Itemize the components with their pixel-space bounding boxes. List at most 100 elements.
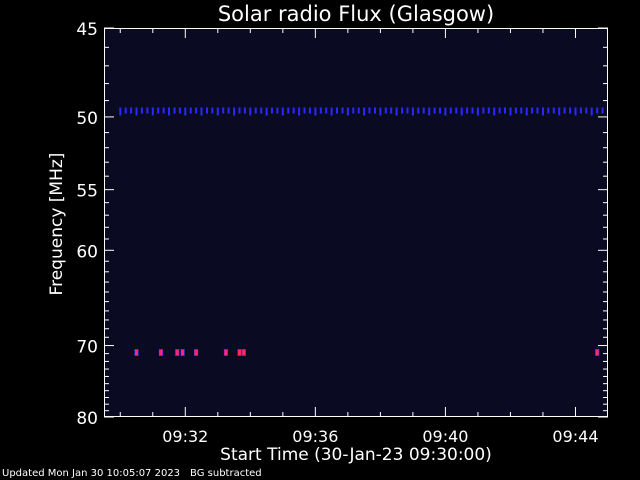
burst-spot [238, 350, 241, 355]
band-mark [569, 107, 572, 114]
band-mark [298, 107, 301, 116]
band-mark [238, 107, 241, 114]
band-mark [265, 107, 268, 116]
band-mark [325, 107, 328, 114]
band-mark [281, 107, 284, 116]
band-mark [222, 107, 225, 114]
band-mark [455, 107, 458, 114]
band-mark [579, 107, 582, 114]
band-mark [422, 107, 425, 114]
burst-spot [181, 350, 185, 355]
band-mark [184, 107, 187, 116]
band-mark [168, 107, 170, 116]
bg-subtracted-note: BG subtracted [190, 468, 262, 479]
band-mark [195, 107, 198, 114]
band-mark [130, 107, 133, 114]
band-mark [260, 107, 263, 114]
band-mark [303, 107, 306, 114]
band-mark [243, 107, 246, 114]
band-mark [395, 107, 398, 116]
band-mark [449, 107, 452, 114]
y-axis: 45 50 55 60 70 80 [76, 20, 608, 429]
x-tick-label: 09:40 [422, 427, 468, 446]
band-mark [151, 107, 154, 116]
band-mark [119, 107, 122, 116]
band-mark [292, 107, 295, 114]
band-mark [379, 107, 382, 116]
band-mark [178, 107, 181, 114]
burst-spot [175, 350, 179, 355]
band-mark [249, 107, 252, 116]
band-mark [574, 107, 577, 116]
plot-frame [104, 28, 608, 417]
band-mark [390, 107, 393, 114]
band-mark [558, 107, 561, 116]
y-tick-label: 45 [76, 20, 98, 40]
band-mark [444, 107, 447, 116]
band-mark [542, 107, 544, 116]
band-mark [531, 107, 534, 114]
update-timestamp: Updated Mon Jan 30 10:05:07 2023 [2, 468, 181, 479]
y-tick-label: 80 [76, 409, 98, 429]
band-mark [374, 107, 376, 114]
band-mark [601, 107, 604, 114]
band-mark [216, 107, 219, 116]
y-tick-label: 70 [76, 338, 98, 358]
band-mark [319, 107, 322, 114]
band-mark [254, 107, 257, 114]
band-mark [547, 107, 550, 114]
y-tick-label: 60 [76, 242, 98, 262]
band-mark [433, 107, 436, 114]
band-mark [368, 107, 371, 114]
band-mark [135, 107, 138, 116]
band-mark [498, 107, 501, 114]
band-mark [276, 107, 279, 114]
chart-title: Solar radio Flux (Glasgow) [217, 2, 495, 26]
band-mark [227, 107, 230, 114]
band-mark [493, 107, 496, 116]
band-mark [352, 107, 355, 114]
band-mark [287, 107, 290, 114]
y-axis-label: Frequency [MHz] [47, 152, 67, 296]
band-mark [308, 107, 311, 114]
x-tick-label: 09:36 [292, 427, 338, 446]
band-mark [504, 107, 506, 114]
band-mark [384, 107, 387, 114]
plot-area [104, 28, 608, 417]
band-mark [200, 107, 203, 116]
y-tick-label: 50 [76, 109, 98, 129]
footer: Updated Mon Jan 30 10:05:07 2023 BG subtr… [2, 468, 262, 479]
band-mark [341, 107, 344, 114]
band-mark [314, 107, 317, 116]
band-mark [428, 107, 431, 116]
band-mark [563, 107, 566, 114]
x-tick-label: 09:32 [162, 427, 208, 446]
band-mark [585, 107, 588, 114]
band-mark [514, 107, 517, 114]
burst-spot [242, 350, 246, 355]
x-axis-label: Start Time (30-Jan-23 09:30:00) [220, 445, 492, 465]
band-mark [157, 107, 160, 114]
burst-spot [595, 350, 599, 355]
band-mark [189, 107, 192, 114]
band-mark [439, 107, 441, 114]
band-mark [406, 107, 409, 114]
band-mark [363, 107, 366, 116]
band-mark [466, 107, 469, 114]
band-mark [509, 107, 512, 116]
band-mark [357, 107, 360, 114]
x-tick-label: 09:44 [552, 427, 598, 446]
band-mark [401, 107, 404, 114]
band-mark [596, 107, 599, 114]
band-mark [124, 107, 127, 114]
band-mark [476, 107, 479, 116]
band-mark [271, 107, 273, 114]
band-mark [206, 107, 208, 114]
band-mark [471, 107, 474, 114]
emission-band [119, 107, 604, 116]
band-mark [590, 107, 593, 116]
band-mark [417, 107, 420, 114]
band-mark [211, 107, 214, 114]
band-mark [346, 107, 349, 116]
